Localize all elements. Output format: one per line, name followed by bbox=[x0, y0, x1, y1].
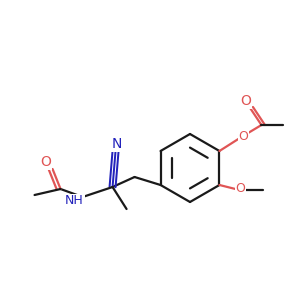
Text: O: O bbox=[236, 182, 245, 196]
Text: O: O bbox=[240, 94, 251, 108]
Text: O: O bbox=[238, 130, 248, 142]
Text: NH: NH bbox=[65, 194, 84, 208]
Text: N: N bbox=[111, 137, 122, 151]
Text: O: O bbox=[40, 155, 51, 169]
